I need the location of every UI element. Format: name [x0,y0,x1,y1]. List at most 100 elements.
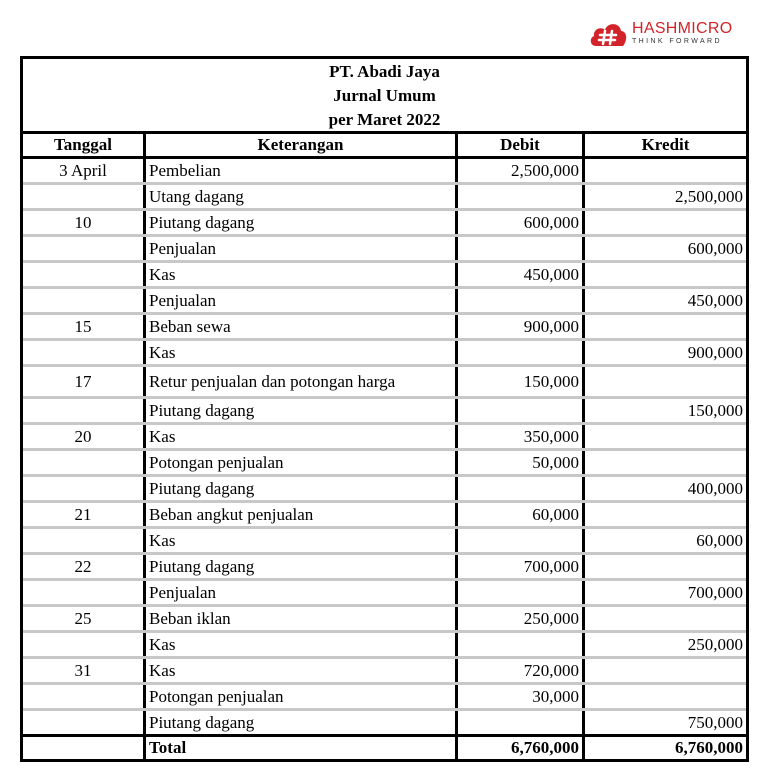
row-credit [583,313,746,341]
row-description: Penjualan [144,287,458,315]
row-description: Utang dagang [144,183,458,211]
row-date [23,683,146,711]
total-label: Total [144,735,458,759]
row-date [23,579,146,607]
row-description: Piutang dagang [144,397,458,425]
journal-table: Tanggal Keterangan Debit Kredit 3 April P… [23,134,746,759]
table-row: Penjualan 600,000 [23,235,746,263]
row-date: 31 [23,657,146,685]
row-credit: 150,000 [583,397,746,425]
row-description: Piutang dagang [144,209,458,237]
row-date [23,631,146,659]
table-row: 31 Kas 720,000 [23,657,746,685]
row-date: 21 [23,501,146,529]
report-period: per Maret 2022 [328,110,441,129]
row-date: 10 [23,209,146,237]
table-row: Penjualan 700,000 [23,579,746,607]
row-description: Piutang dagang [144,475,458,503]
cloud-hash-icon [590,24,627,46]
table-row: 17 Retur penjualan dan potongan harga 150,… [23,365,746,399]
company-name: PT. Abadi Jaya [329,62,440,81]
row-credit: 400,000 [583,475,746,503]
header-debit: Debit [456,134,585,159]
row-description: Beban iklan [144,605,458,633]
row-description: Penjualan [144,579,458,607]
total-debit: 6,760,000 [456,735,585,759]
row-date [23,449,146,477]
table-row: 22 Piutang dagang 700,000 [23,553,746,581]
header-date: Tanggal [23,134,146,159]
row-credit [583,657,746,685]
row-debit [456,339,585,367]
table-row: 25 Beban iklan 250,000 [23,605,746,633]
table-row: Utang dagang 2,500,000 [23,183,746,211]
table-row: Kas 60,000 [23,527,746,555]
table-row: Penjualan 450,000 [23,287,746,315]
journal-table-box: PT. Abadi Jaya Jurnal Umum per Maret 202… [20,56,749,762]
row-debit: 50,000 [456,449,585,477]
row-debit: 900,000 [456,313,585,341]
row-debit [456,475,585,503]
row-description: Retur penjualan dan potongan harga [144,365,458,399]
table-row: Potongan penjualan 50,000 [23,449,746,477]
row-credit [583,683,746,711]
row-description: Kas [144,339,458,367]
row-description: Piutang dagang [144,709,458,737]
header-credit: Kredit [583,134,746,159]
row-credit: 700,000 [583,579,746,607]
logo-tagline: THINK FORWARD [632,38,722,45]
row-date [23,397,146,425]
row-debit [456,631,585,659]
row-description: Piutang dagang [144,553,458,581]
row-date: 22 [23,553,146,581]
total-row: Total 6,760,000 6,760,000 [23,735,746,759]
row-credit [583,209,746,237]
table-row: Piutang dagang 400,000 [23,475,746,503]
row-debit: 350,000 [456,423,585,451]
row-description: Kas [144,527,458,555]
row-description: Potongan penjualan [144,683,458,711]
row-date [23,183,146,211]
row-date: 15 [23,313,146,341]
row-debit [456,527,585,555]
table-row: 21 Beban angkut penjualan 60,000 [23,501,746,529]
table-row: 3 April Pembelian 2,500,000 [23,157,746,185]
row-description: Kas [144,631,458,659]
row-date [23,235,146,263]
row-debit: 250,000 [456,605,585,633]
row-debit [456,579,585,607]
row-debit: 450,000 [456,261,585,289]
table-row: Kas 250,000 [23,631,746,659]
logo-brand: HASHMICRO [632,20,733,37]
row-debit: 30,000 [456,683,585,711]
row-debit: 720,000 [456,657,585,685]
row-description: Potongan penjualan [144,449,458,477]
row-credit: 750,000 [583,709,746,737]
row-date: 3 April [23,157,146,185]
row-debit [456,235,585,263]
row-date [23,261,146,289]
table-row: Piutang dagang 750,000 [23,709,746,737]
row-debit [456,709,585,737]
row-debit [456,397,585,425]
row-credit [583,261,746,289]
row-credit [583,423,746,451]
row-credit [583,605,746,633]
table-row: Kas 450,000 [23,261,746,289]
row-date: 17 [23,365,146,399]
row-debit: 2,500,000 [456,157,585,185]
row-credit: 900,000 [583,339,746,367]
table-row: Piutang dagang 150,000 [23,397,746,425]
row-date [23,287,146,315]
row-credit: 600,000 [583,235,746,263]
row-credit [583,365,746,399]
report-title: PT. Abadi Jaya Jurnal Umum per Maret 202… [23,59,746,134]
row-date [23,709,146,737]
row-date: 25 [23,605,146,633]
row-debit [456,287,585,315]
row-credit [583,501,746,529]
row-credit [583,449,746,477]
hashmicro-logo: HASHMICRO THINK FORWARD [588,17,732,49]
row-date [23,527,146,555]
row-credit [583,553,746,581]
